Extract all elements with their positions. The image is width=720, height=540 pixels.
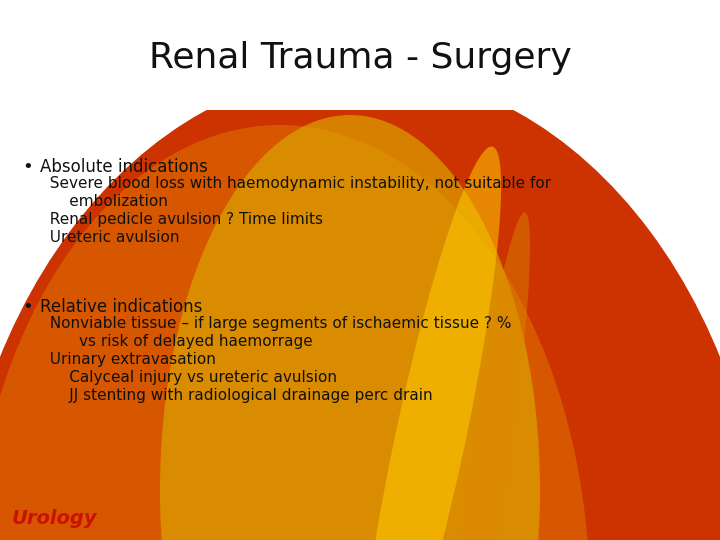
Ellipse shape xyxy=(0,70,720,540)
Text: Urology: Urology xyxy=(12,509,98,528)
Text: Severe blood loss with haemodynamic instability, not suitable for: Severe blood loss with haemodynamic inst… xyxy=(40,176,551,191)
Text: Renal pedicle avulsion ? Time limits: Renal pedicle avulsion ? Time limits xyxy=(40,212,323,227)
Ellipse shape xyxy=(359,146,501,540)
Text: vs risk of delayed haemorrage: vs risk of delayed haemorrage xyxy=(40,334,312,349)
Text: Nonviable tissue – if large segments of ischaemic tissue ? %: Nonviable tissue – if large segments of … xyxy=(40,316,511,331)
Text: •: • xyxy=(22,298,32,316)
Text: Absolute indications: Absolute indications xyxy=(40,158,208,176)
Text: Renal Trauma - Surgery: Renal Trauma - Surgery xyxy=(148,41,572,75)
Text: JJ stenting with radiological drainage perc drain: JJ stenting with radiological drainage p… xyxy=(40,388,433,403)
Text: Calyceal injury vs ureteric avulsion: Calyceal injury vs ureteric avulsion xyxy=(40,370,337,385)
Text: Relative indications: Relative indications xyxy=(40,298,202,316)
Text: Urinary extravasation: Urinary extravasation xyxy=(40,352,216,367)
Ellipse shape xyxy=(450,212,530,540)
Ellipse shape xyxy=(0,125,590,540)
Text: Ureteric avulsion: Ureteric avulsion xyxy=(40,230,179,245)
Text: embolization: embolization xyxy=(40,194,168,209)
FancyBboxPatch shape xyxy=(0,0,720,110)
Text: •: • xyxy=(22,158,32,176)
Ellipse shape xyxy=(160,115,540,540)
